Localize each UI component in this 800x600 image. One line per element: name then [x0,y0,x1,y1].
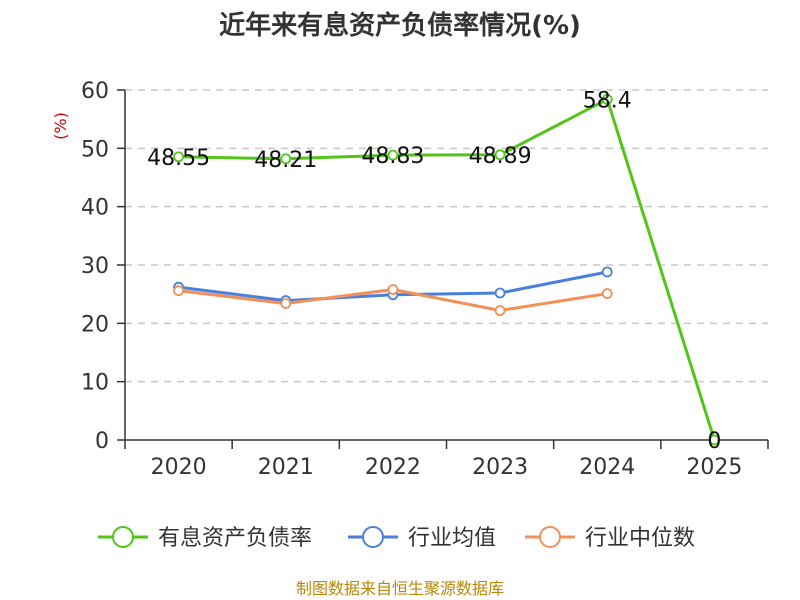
series-0-point [387,149,399,161]
data-label: 48.83 [361,144,424,169]
y-tick-label: 40 [81,196,109,221]
legend: 有息资产负债率 行业均值 行业中位数 [98,526,695,551]
x-tick-label-2020: 2020 [151,455,207,480]
series-0-point [494,149,506,161]
y-axis-unit: (%) [51,112,70,140]
data-label: 0 [707,429,721,454]
series-0-point [173,151,184,163]
series-0-point [280,153,292,165]
chart-title: 近年来有息资产负债率情况(%) [219,10,581,41]
series-2-point [280,298,292,309]
series-2-point [601,288,613,299]
y-tick-label: 10 [81,371,109,396]
legend-label-2: 行业中位数 [585,526,695,551]
series-0-point [601,93,613,105]
x-tick-label-2025: 2025 [686,455,742,480]
series-layer [173,93,720,446]
y-tick-label: 50 [81,137,109,162]
series-line-0 [178,97,716,441]
grid-lines [125,89,768,383]
x-tick-label-2022: 2022 [365,455,421,480]
data-label: 58.4 [583,88,632,113]
y-tick-label: 0 [95,429,109,454]
legend-marker-0 [112,526,134,548]
y-tick-label: 30 [81,254,109,279]
legend-marker-2 [539,526,561,548]
series-2-point [387,284,399,295]
x-tick-label-2021: 2021 [258,455,314,480]
legend-label-1: 行业均值 [408,526,496,551]
series-0-point [709,434,720,446]
data-label: 48.55 [147,146,210,171]
series-1-point [494,287,506,299]
y-tick-label: 20 [81,312,109,337]
legend-marker-1 [362,526,384,548]
series-2-point [494,305,506,316]
x-tick-label-2023: 2023 [472,455,528,480]
axes: 0 10 20 30 40 50 60 2020 2021 2022 2023 2024 2025 [81,79,769,480]
legend-label-0: 有息资产负债率 [158,526,312,551]
series-2-point [173,285,184,297]
data-label: 48.89 [469,144,532,169]
series-1-point [601,266,613,278]
data-label: 48.21 [254,148,317,173]
data-source-note: 制图数据来自恒生聚源数据库 [296,579,504,598]
y-tick-label: 60 [81,79,109,104]
x-tick-label-2024: 2024 [579,455,635,480]
data-labels: 48.55 48.21 48.83 48.89 58.4 0 [147,88,721,454]
